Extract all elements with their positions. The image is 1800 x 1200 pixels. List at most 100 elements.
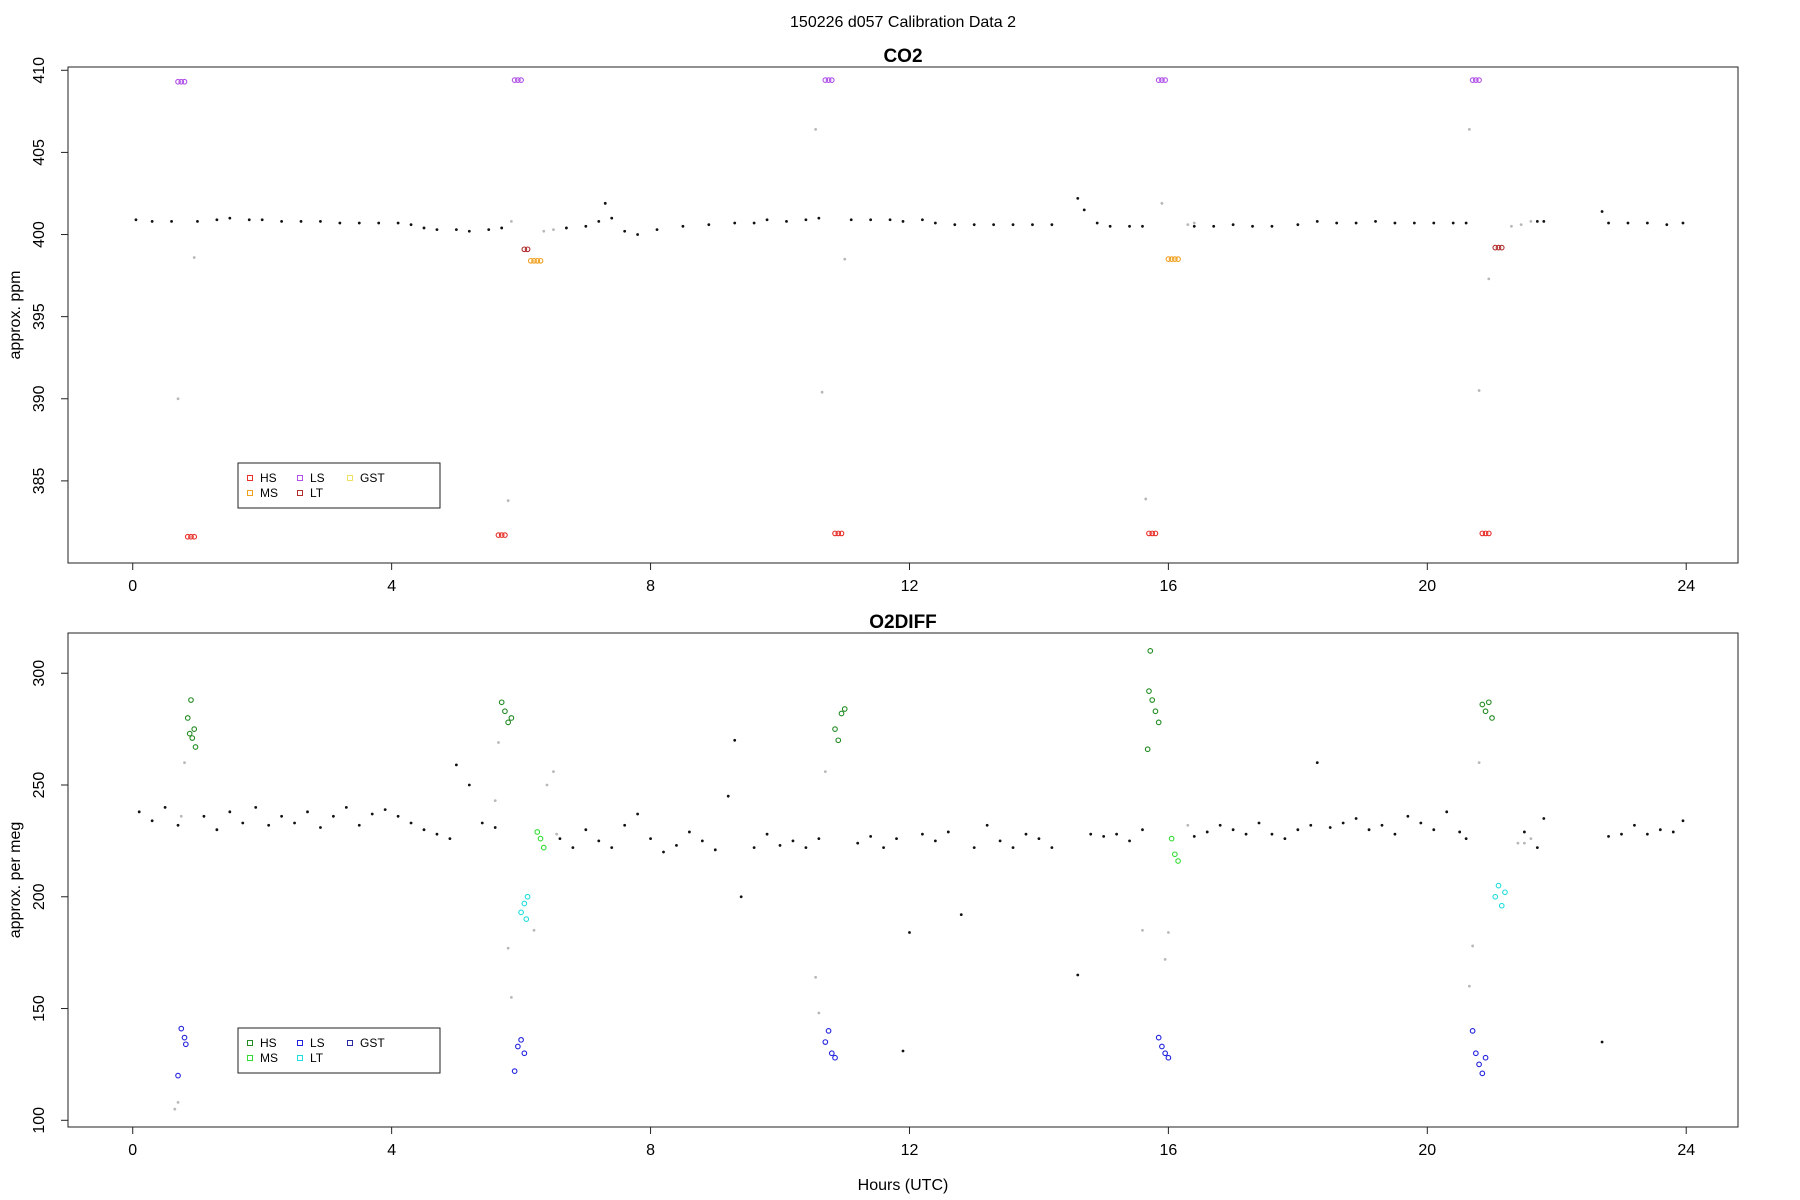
data-point [1495, 244, 1502, 251]
data-point [176, 397, 180, 401]
data-point [1522, 841, 1526, 845]
data-point [422, 828, 426, 832]
data-point [1244, 832, 1248, 836]
data-point [357, 823, 361, 827]
data-point [344, 805, 348, 809]
data-point [804, 846, 808, 849]
series-ls [175, 1025, 1489, 1079]
data-point [228, 216, 232, 220]
data-point [1542, 817, 1546, 820]
data-point [1607, 221, 1610, 225]
data-point [933, 839, 937, 843]
data-point [183, 761, 186, 765]
data-point [487, 228, 491, 231]
data-point [422, 226, 426, 230]
data-point [1231, 223, 1235, 227]
data-point [778, 843, 782, 847]
data-point [534, 829, 541, 835]
series-ls [175, 77, 1482, 85]
data-point [532, 928, 536, 932]
data-point [822, 1039, 829, 1045]
data-point [1482, 1054, 1489, 1061]
data-point [178, 78, 185, 85]
data-point [1166, 931, 1170, 934]
o2diff-panel: O2DIFF approx. per meg 0 4 8 12 16 20 24 100 150 20… [7, 612, 1739, 1159]
data-point [511, 1068, 518, 1074]
y-tick-label: 395 [31, 303, 48, 330]
data-point [1492, 893, 1499, 900]
data-point [1031, 223, 1034, 227]
data-point [175, 1072, 181, 1079]
legend-swatch [247, 490, 253, 496]
data-point [509, 219, 513, 223]
data-point [1482, 708, 1489, 715]
legend-label: LS [310, 471, 325, 485]
data-point [1168, 256, 1175, 263]
data-point [181, 78, 188, 85]
data-point [1633, 823, 1636, 827]
data-point [448, 837, 452, 841]
data-point [542, 229, 546, 233]
data-point [1144, 746, 1151, 753]
data-point [1218, 823, 1222, 827]
data-point [901, 219, 905, 223]
panel-title: CO2 [883, 46, 922, 67]
data-point [765, 218, 769, 222]
data-point [1458, 830, 1462, 834]
data-point [247, 218, 251, 222]
data-point [215, 218, 219, 222]
data-point [610, 216, 614, 220]
legend-swatch [297, 490, 303, 496]
data-point [500, 226, 504, 230]
data-point [1681, 221, 1685, 225]
data-point [1479, 530, 1486, 537]
data-point [1144, 497, 1148, 501]
data-point [804, 218, 808, 222]
data-point [1011, 846, 1015, 849]
data-point [1665, 223, 1669, 227]
data-point [228, 810, 232, 814]
data-point [972, 223, 976, 227]
data-point [1469, 1028, 1476, 1034]
legend-swatch [347, 475, 353, 481]
y-tick-label: 390 [31, 385, 48, 412]
data-point [1192, 224, 1196, 228]
data-point [752, 221, 756, 225]
data-point [497, 741, 500, 744]
data-point [1393, 221, 1397, 225]
data-point [1159, 1043, 1165, 1050]
data-point [1467, 984, 1471, 988]
data-point [791, 839, 795, 843]
legend-label: MS [260, 486, 278, 500]
data-point [838, 710, 845, 717]
y-tick-label: 200 [31, 883, 48, 910]
data-point [178, 1025, 185, 1032]
data-point [1296, 828, 1300, 832]
data-point [1600, 210, 1604, 213]
data-point [1600, 1040, 1604, 1044]
data-point [733, 738, 737, 742]
series-lt [521, 244, 1505, 253]
data-point [293, 821, 296, 825]
data-point [1487, 277, 1491, 281]
data-point [280, 219, 284, 223]
data-point [1477, 761, 1481, 765]
data-point [1645, 832, 1649, 836]
data-point [713, 848, 717, 852]
data-point [480, 821, 484, 825]
data-point [1498, 244, 1505, 251]
plot-frame [67, 66, 1739, 564]
data-point [1419, 821, 1423, 825]
data-point [835, 530, 842, 537]
data-point [765, 832, 769, 836]
data-point [1186, 823, 1190, 827]
data-point [435, 228, 439, 231]
data-point [1445, 810, 1449, 814]
data-point [1165, 1054, 1172, 1061]
data-point [1510, 224, 1513, 228]
data-point [1050, 223, 1054, 227]
data-point [820, 390, 824, 394]
data-point [895, 837, 898, 841]
data-point [396, 221, 400, 225]
